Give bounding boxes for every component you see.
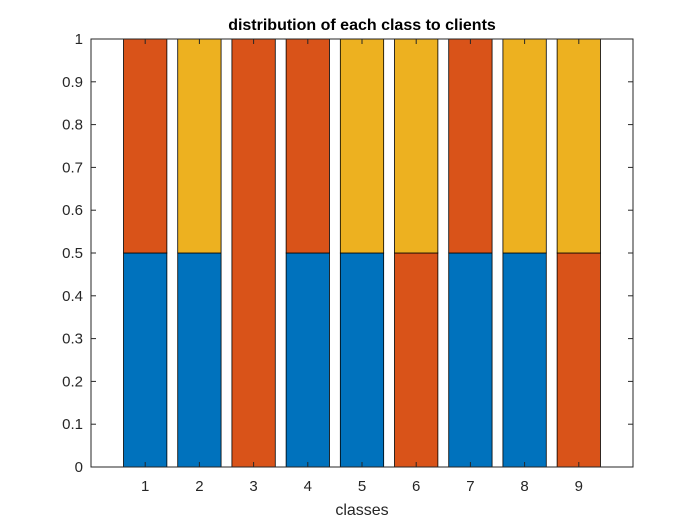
y-tick-label: 0.7 bbox=[62, 159, 83, 176]
y-tick-label: 0.4 bbox=[62, 288, 83, 305]
bar-segment-4-series-2 bbox=[285, 38, 330, 254]
y-tick-label: 0 bbox=[75, 459, 83, 476]
x-axis-title: classes bbox=[335, 502, 388, 519]
y-axis: 0 0.1 0.2 0.3 0.4 0.5 0.6 0.7 0.8 0.9 1 bbox=[62, 31, 633, 476]
x-tick-label: 4 bbox=[304, 478, 312, 495]
x-tick-label: 3 bbox=[249, 478, 257, 495]
bar-segment-1-series-1 bbox=[123, 252, 168, 468]
bar-segment-5-series-3 bbox=[339, 38, 385, 254]
bar-segment-9-series-3 bbox=[556, 38, 601, 254]
x-tick-label: 2 bbox=[195, 478, 203, 495]
bar-segment-8-series-1 bbox=[502, 252, 547, 468]
y-tick-label: 0.1 bbox=[62, 416, 83, 433]
bar-segment-3-series-2 bbox=[231, 38, 276, 468]
bar-segment-2-series-1 bbox=[177, 252, 222, 468]
bar-segment-2-series-3 bbox=[177, 38, 222, 254]
bar-segment-4-series-1 bbox=[285, 252, 330, 468]
bars-group bbox=[123, 38, 601, 468]
bar-segment-8-series-3 bbox=[502, 38, 547, 254]
bar-segment-7-series-1 bbox=[448, 252, 493, 468]
bar-segment-9-series-2 bbox=[556, 252, 601, 468]
x-tick-label: 7 bbox=[466, 478, 474, 495]
y-tick-label: 0.3 bbox=[62, 331, 83, 348]
x-tick-label: 1 bbox=[141, 478, 149, 495]
x-tick-label: 5 bbox=[358, 478, 366, 495]
bar-segment-7-series-2 bbox=[448, 38, 493, 254]
bar-segment-1-series-2 bbox=[123, 38, 168, 254]
x-tick-label: 8 bbox=[520, 478, 528, 495]
y-tick-label: 0.6 bbox=[62, 202, 83, 219]
y-tick-label: 0.5 bbox=[62, 245, 83, 262]
x-axis: 1 2 3 4 5 6 7 8 9 bbox=[141, 39, 583, 495]
bar-segment-6-series-3 bbox=[394, 38, 439, 254]
y-tick-label: 1 bbox=[75, 31, 83, 48]
x-tick-label: 9 bbox=[575, 478, 583, 495]
bar-segment-6-series-2 bbox=[394, 252, 439, 468]
y-tick-label: 0.8 bbox=[62, 117, 83, 134]
bar-segment-5-series-1 bbox=[339, 252, 385, 468]
y-tick-label: 0.2 bbox=[62, 373, 83, 390]
chart-title: distribution of each class to clients bbox=[228, 17, 496, 34]
x-tick-label: 6 bbox=[412, 478, 420, 495]
y-tick-label: 0.9 bbox=[62, 74, 83, 91]
